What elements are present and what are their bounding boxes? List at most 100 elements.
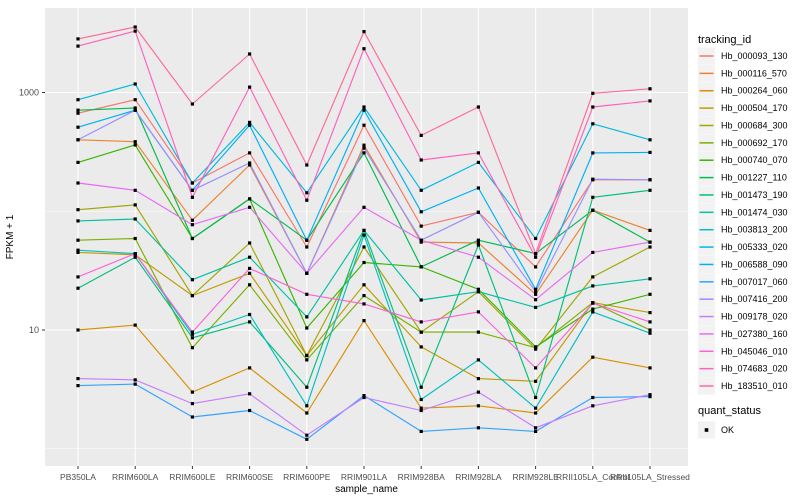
data-point xyxy=(534,411,538,415)
data-point xyxy=(190,330,194,334)
data-point xyxy=(419,385,423,389)
data-point xyxy=(76,250,80,254)
data-point xyxy=(534,426,538,430)
data-point xyxy=(362,108,366,112)
data-point xyxy=(591,208,595,212)
data-point xyxy=(476,186,480,190)
data-point xyxy=(534,236,538,241)
legend-title-quant-status: quant_status xyxy=(698,405,761,417)
data-point xyxy=(591,250,595,254)
legend-item-label: Hb_009178_020 xyxy=(721,312,788,322)
data-point xyxy=(419,240,423,244)
data-point xyxy=(76,208,80,212)
data-point xyxy=(476,390,480,394)
data-point xyxy=(133,29,137,33)
legend-item: Hb_045046_010 xyxy=(698,342,788,360)
data-point xyxy=(591,91,595,95)
legend-item: Hb_009178_020 xyxy=(698,308,788,326)
legend-item: Hb_000692_170 xyxy=(698,134,788,152)
legend-item: Hb_000093_130 xyxy=(698,47,788,65)
data-point xyxy=(76,108,80,112)
data-point xyxy=(648,331,652,335)
data-point xyxy=(534,379,538,383)
legend-quant-label: OK xyxy=(721,425,734,435)
data-point xyxy=(476,243,480,247)
legend-item: Hb_001474_030 xyxy=(698,203,788,221)
data-point xyxy=(76,125,80,129)
data-point xyxy=(190,294,194,298)
legend-item-label: Hb_001227_110 xyxy=(721,173,787,183)
legend-item-label: Hb_074683_020 xyxy=(721,364,788,374)
data-point xyxy=(133,108,137,112)
data-point xyxy=(248,197,252,201)
data-point xyxy=(305,238,309,242)
data-point xyxy=(591,301,595,305)
data-point xyxy=(648,228,652,232)
data-point xyxy=(133,106,137,110)
data-point xyxy=(190,188,194,192)
data-point xyxy=(476,160,480,164)
legend-item-label: Hb_000692_170 xyxy=(721,138,788,148)
data-point xyxy=(419,345,423,349)
data-point xyxy=(362,319,366,323)
x-tick-label: RRII105LA_Stressed xyxy=(610,472,690,482)
data-point xyxy=(190,218,194,222)
data-point xyxy=(534,298,538,302)
data-point xyxy=(133,25,137,29)
data-point xyxy=(419,320,423,324)
data-point xyxy=(190,415,194,419)
y-tick-label: 10 xyxy=(29,325,39,335)
data-point xyxy=(362,146,366,150)
data-point xyxy=(534,305,538,309)
data-point xyxy=(76,328,80,332)
data-point xyxy=(476,310,480,314)
data-point xyxy=(476,287,480,291)
legend-item: Hb_000116_570 xyxy=(698,64,787,82)
data-point xyxy=(534,252,538,256)
data-point xyxy=(190,346,194,350)
data-point xyxy=(305,358,309,362)
data-point xyxy=(362,105,366,109)
legend-item-label: Hb_000116_570 xyxy=(721,68,787,78)
data-point xyxy=(362,394,366,398)
x-tick-label: RRIM600SE xyxy=(226,472,274,482)
data-point xyxy=(248,85,252,89)
x-tick-label: RRII105LA_Control xyxy=(556,472,630,482)
data-point xyxy=(591,195,595,199)
data-point xyxy=(591,122,595,126)
data-point xyxy=(362,395,366,400)
data-point xyxy=(248,266,252,270)
data-point xyxy=(248,255,252,259)
data-point xyxy=(190,336,194,340)
data-point xyxy=(476,105,480,109)
data-point xyxy=(534,290,538,294)
data-point xyxy=(248,271,252,275)
data-point xyxy=(248,163,252,167)
data-point xyxy=(248,161,252,165)
data-point xyxy=(305,315,309,319)
data-point xyxy=(133,143,137,147)
data-point xyxy=(362,283,366,287)
x-tick-label: RRIM928LE xyxy=(512,472,559,482)
data-point xyxy=(419,429,423,433)
legend-item: Hb_000264_060 xyxy=(698,82,788,100)
data-point xyxy=(534,395,538,400)
legend-item: Hb_006588_090 xyxy=(698,255,788,273)
data-point xyxy=(362,233,366,237)
data-point xyxy=(133,98,137,102)
data-point xyxy=(648,311,652,315)
data-point xyxy=(190,402,194,406)
y-axis-title: FPKM + 1 xyxy=(5,214,16,259)
data-point xyxy=(648,292,652,296)
data-point xyxy=(476,210,480,214)
data-point xyxy=(591,177,595,181)
data-point xyxy=(248,312,252,317)
data-point xyxy=(248,52,252,56)
data-point xyxy=(305,353,309,358)
data-point xyxy=(305,385,309,389)
data-point xyxy=(305,191,309,195)
x-axis-title: sample_name xyxy=(335,484,398,495)
data-point xyxy=(76,219,80,223)
legend-item-label: Hb_000740_070 xyxy=(721,155,788,165)
data-point xyxy=(248,366,252,370)
